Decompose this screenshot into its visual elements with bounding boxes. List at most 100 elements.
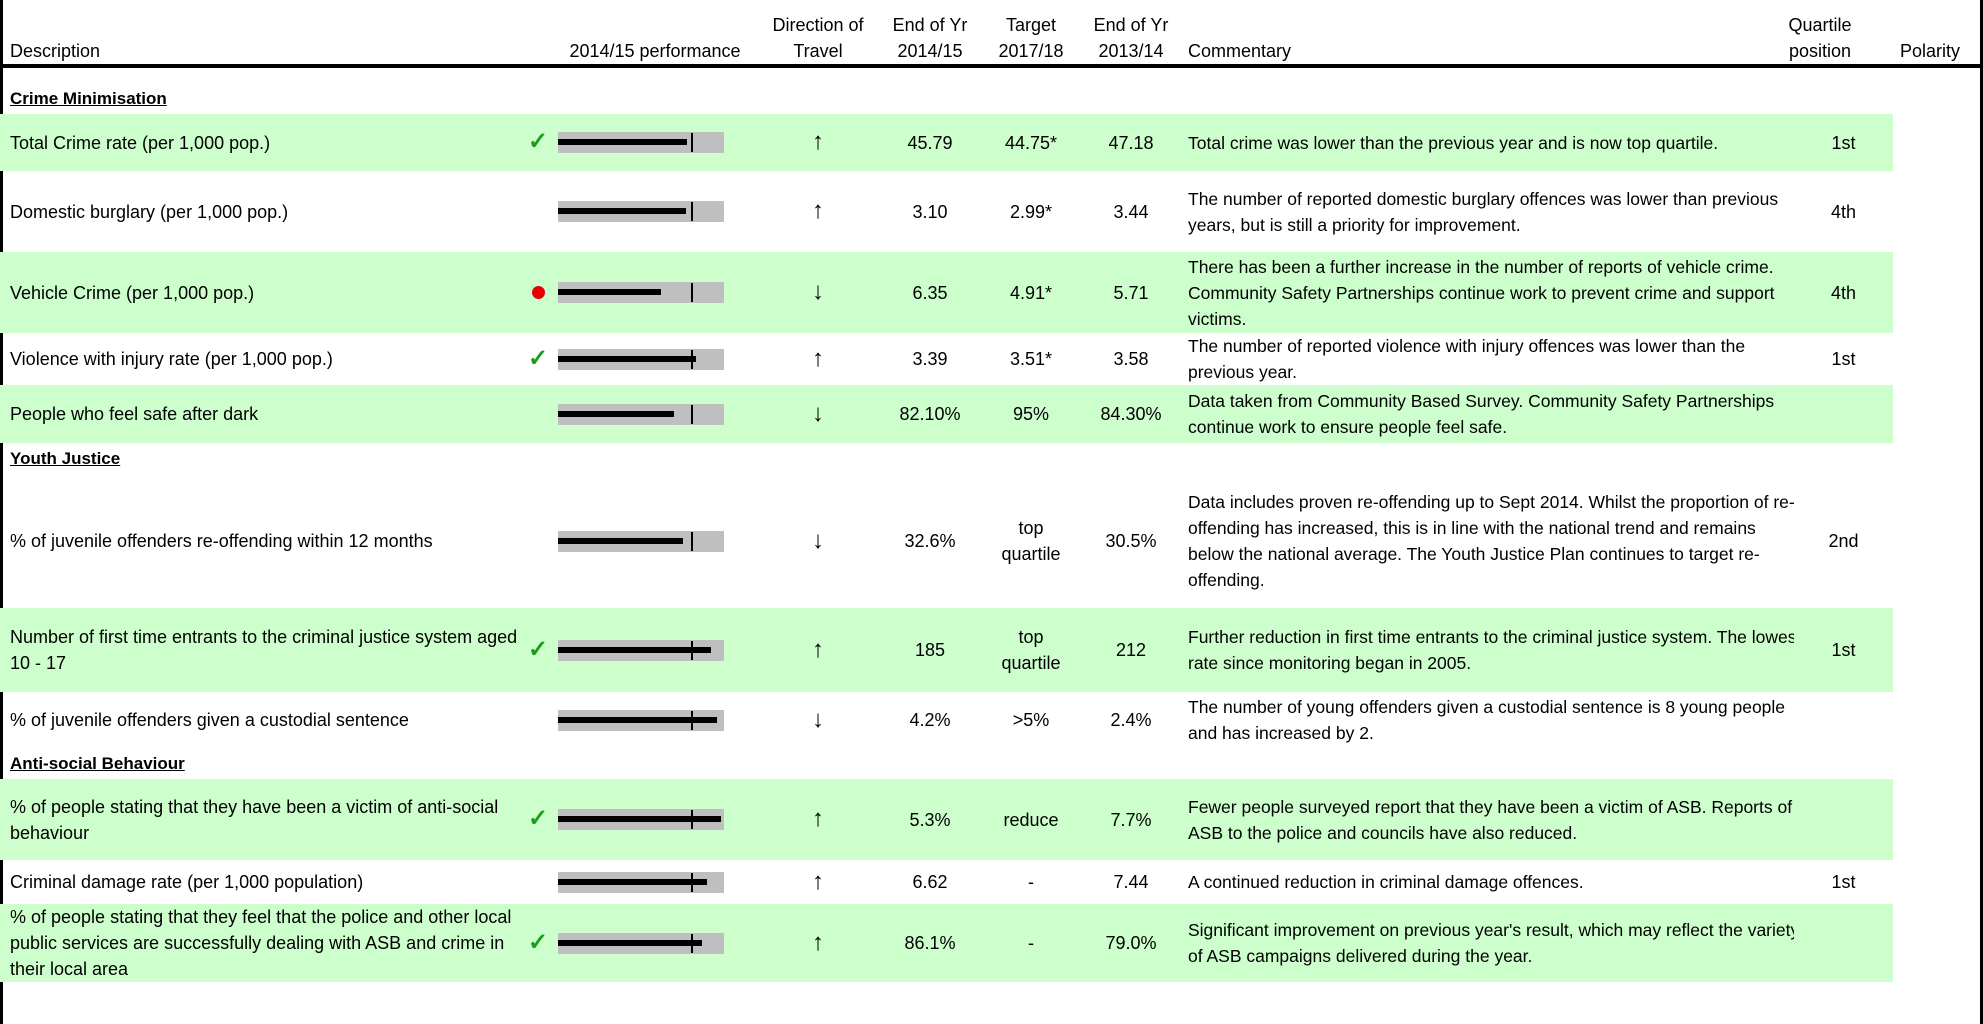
bullet-target-marker [690, 810, 693, 829]
bullet-bar [558, 646, 711, 653]
commentary-text: The number of reported violence with inj… [1188, 336, 1746, 382]
table-row: Number of first time entrants to the cri… [0, 608, 1983, 692]
bullet-chart [558, 282, 724, 303]
direction-cell: ↑ [758, 779, 878, 860]
performance-cell [556, 252, 758, 333]
bullet-target-marker [690, 202, 693, 221]
header-direction: Direction of Travel [772, 15, 864, 61]
bullet-chart [558, 403, 724, 425]
end-1415-value: 6.35 [878, 252, 982, 333]
commentary-text: The number of young offenders given a cu… [1188, 697, 1786, 743]
target-value: reduce [982, 779, 1080, 860]
end-1314-value: 212 [1080, 608, 1182, 692]
target-value: 44.75* [982, 114, 1080, 171]
arrow-up-icon: ↑ [812, 197, 824, 224]
commentary-text: The number of reported domestic burglary… [1188, 188, 1779, 235]
status-cell [520, 692, 556, 748]
bullet-target-marker [690, 872, 693, 892]
table-row: People who feel safe after dark ↓ 82.10% 95… [0, 385, 1983, 443]
commentary-text: Data taken from Community Based Survey. … [1182, 385, 1823, 443]
section-title: Crime Minimisation [10, 89, 167, 108]
status-cell [520, 385, 556, 443]
performance-cell [556, 333, 758, 385]
target-value: 2.99* [1009, 201, 1053, 222]
performance-cell [556, 114, 758, 171]
check-icon: ✓ [527, 635, 549, 663]
status-cell: ✓ [520, 904, 556, 982]
commentary-text: Data includes proven re-offending up to … [1188, 492, 1795, 590]
bullet-chart [558, 132, 724, 153]
arrow-up-icon: ↑ [812, 635, 824, 663]
bullet-bar [558, 355, 696, 362]
header-end-1314: End of Yr 2013/14 [1093, 15, 1169, 61]
bullet-chart [558, 348, 724, 370]
performance-cell [556, 171, 758, 252]
header-quartile: Quartile position [1788, 15, 1852, 61]
bullet-chart [558, 871, 724, 893]
status-cell: ✓ [520, 779, 556, 860]
commentary-text: Fewer people surveyed report that they h… [1182, 779, 1823, 860]
commentary-text: A continued reduction in criminal damage… [1188, 872, 1584, 892]
direction-cell: ↑ [758, 114, 878, 171]
bullet-chart [558, 932, 724, 954]
status-cell: ✓ [520, 333, 556, 385]
performance-cell [556, 904, 758, 982]
quartile-value: 2nd [1828, 531, 1859, 551]
bullet-chart [558, 639, 724, 661]
bullet-target-marker [690, 933, 693, 953]
performance-cell [556, 779, 758, 860]
commentary-text: There has been a further increase in the… [1182, 252, 1823, 333]
row-description: % of juvenile offenders given a custodia… [10, 710, 409, 730]
direction-cell: ↓ [758, 474, 878, 608]
end-1415-value: 32.6% [904, 531, 956, 551]
bullet-chart [558, 809, 724, 830]
quartile-value: 4th [1831, 201, 1857, 222]
bullet-target-marker [690, 640, 693, 660]
end-1415-value: 3.10 [912, 201, 948, 222]
status-cell [520, 252, 556, 333]
end-1314-value: 2.4% [1110, 710, 1152, 730]
quartile-value [1794, 385, 1894, 443]
status-cell [520, 171, 556, 252]
bullet-bar [558, 289, 661, 295]
performance-cell [556, 385, 758, 443]
arrow-down-icon: ↓ [812, 399, 824, 427]
end-1415-value: 86.1% [878, 904, 982, 982]
arrow-up-icon: ↑ [812, 805, 824, 832]
section-title: Anti-social Behaviour [10, 754, 185, 773]
table-row: Domestic burglary (per 1,000 pop.) ↑ 3.10 2… [0, 171, 1983, 252]
end-1314-value: 30.5% [1105, 531, 1157, 551]
direction-cell: ↑ [758, 608, 878, 692]
table-row: Total Crime rate (per 1,000 pop.) ✓ ↑ 45.79… [0, 114, 1983, 171]
direction-cell: ↑ [758, 860, 878, 904]
arrow-down-icon: ↓ [812, 526, 824, 554]
status-cell [520, 474, 556, 608]
table-row: % of juvenile offenders re-offending wit… [0, 474, 1983, 608]
bullet-target-marker [690, 531, 693, 551]
bullet-bar [558, 139, 688, 145]
section-header-row: Youth Justice [0, 443, 1983, 474]
arrow-down-icon: ↓ [812, 278, 824, 305]
target-value: top quartile [982, 608, 1080, 692]
bullet-bar [558, 537, 683, 544]
target-value: >5% [1012, 710, 1050, 730]
end-1314-value: 7.7% [1080, 779, 1182, 860]
table-row: Vehicle Crime (per 1,000 pop.) ↓ 6.35 4.91*… [0, 252, 1983, 333]
end-1415-value: 3.39 [912, 349, 948, 369]
row-description: % of people stating that they feel that … [0, 904, 520, 982]
arrow-down-icon: ↓ [812, 705, 824, 733]
table-row: % of people stating that they have been … [0, 779, 1983, 860]
check-icon: ✓ [527, 128, 549, 155]
header-rule [0, 64, 1983, 68]
end-1314-value: 3.58 [1113, 349, 1149, 369]
target-value: 95% [982, 385, 1080, 443]
end-1314-value: 47.18 [1080, 114, 1182, 171]
end-1415-value: 82.10% [878, 385, 982, 443]
header-target: Target 2017/18 [998, 15, 1064, 61]
header-polarity: Polarity [1899, 41, 1961, 61]
performance-cell [556, 608, 758, 692]
end-1314-value: 84.30% [1080, 385, 1182, 443]
bullet-target-marker [690, 710, 693, 730]
end-1314-value: 7.44 [1113, 872, 1149, 892]
table-header: Description 2014/15 performance Directio… [0, 0, 1983, 64]
